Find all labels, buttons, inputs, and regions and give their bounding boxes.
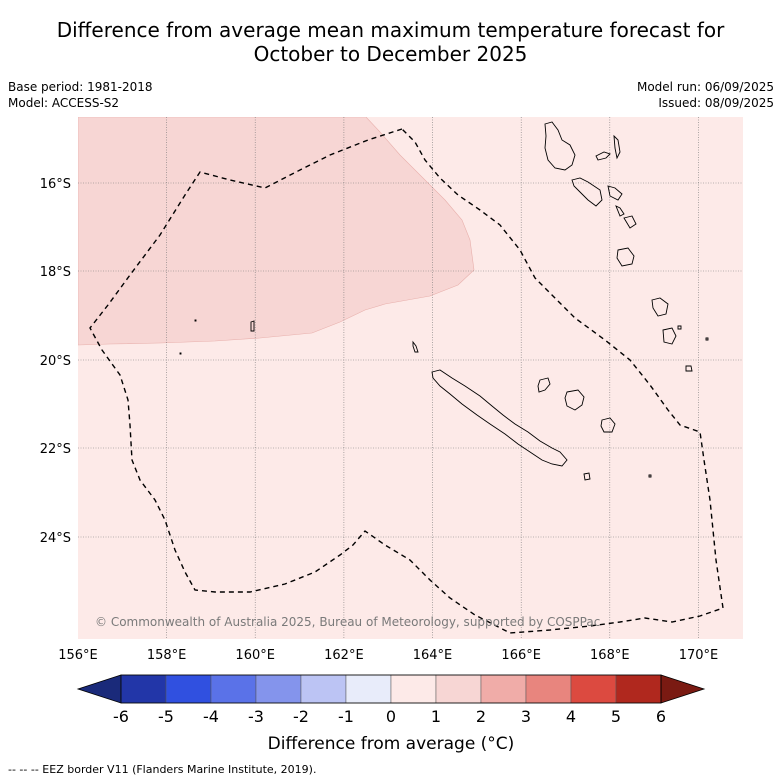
coastlines	[179, 319, 709, 481]
ambae	[595, 151, 611, 161]
anomaly-region-1-2	[78, 117, 475, 346]
aniwa	[685, 365, 693, 372]
colorbar-tick-label: -3	[248, 707, 264, 726]
lat-label-24: 24°S	[40, 531, 71, 546]
loyalty-ouvea	[537, 377, 551, 393]
chesterfield-3	[179, 352, 182, 355]
meta-left: Base period: 1981-2018 Model: ACCESS-S2	[8, 79, 153, 111]
colorbar	[76, 674, 706, 704]
colorbar-tick-label: 4	[566, 707, 576, 726]
lon-label-162: 162°E	[324, 648, 364, 663]
malekula	[571, 177, 603, 207]
lon-label-166: 166°E	[501, 648, 541, 663]
futuna-islet	[677, 325, 682, 330]
model-run: Model run: 06/09/2025	[636, 80, 774, 94]
colorbar-box	[570, 674, 617, 704]
model-name: Model: ACCESS-S2	[8, 96, 120, 110]
aneityum	[662, 327, 677, 345]
pentecost	[607, 185, 623, 201]
colorbar-box	[525, 674, 572, 704]
lat-label-18: 18°S	[40, 265, 71, 280]
hunter	[705, 337, 709, 341]
colorbar-ticks: -6 -5 -4 -3 -2 -1 0 1 2 3 4 5 6	[113, 707, 666, 726]
colorbar-box	[345, 674, 392, 704]
colorbar-tick-label: -4	[203, 707, 219, 726]
colorbar-tick-label: -5	[158, 707, 174, 726]
colorbar-outline	[120, 674, 662, 704]
title-line-2: October to December 2025	[253, 42, 528, 66]
erromango	[616, 247, 635, 267]
colorbar-tick-label: -2	[293, 707, 309, 726]
colorbar-box	[615, 674, 662, 704]
vanuatu-coastlines	[544, 121, 693, 372]
colorbar-extend-low	[76, 674, 122, 704]
lat-labels: 16°S 18°S 20°S 22°S 24°S	[40, 177, 71, 546]
espiritu-santo	[544, 121, 576, 171]
colorbar-tick-label: 5	[611, 707, 621, 726]
tanna	[651, 297, 669, 317]
footer-note: -- -- -- EEZ border V11 (Flanders Marine…	[8, 763, 317, 776]
colorbar-box	[435, 674, 482, 704]
lon-label-164: 164°E	[413, 648, 453, 663]
colorbar-box	[390, 674, 437, 704]
colorbar-box	[255, 674, 302, 704]
colorbar-tick-label: -6	[113, 707, 129, 726]
lon-label-158: 158°E	[147, 648, 187, 663]
lat-label-16: 16°S	[40, 177, 71, 192]
efate	[623, 215, 637, 229]
issued-date: Issued: 08/09/2025	[658, 96, 774, 110]
lon-label-156: 156°E	[58, 648, 98, 663]
base-period: Base period: 1981-2018	[8, 80, 153, 94]
copyright-notice: © Commonwealth of Australia 2025, Bureau…	[95, 615, 600, 629]
colorbar-tick-label: 0	[386, 707, 396, 726]
title-line-1: Difference from average mean maximum tem…	[56, 18, 725, 42]
lat-label-20: 20°S	[40, 354, 71, 369]
colorbar-tick-label: -1	[338, 707, 354, 726]
colorbar-tick-label: 1	[431, 707, 441, 726]
lon-labels: 156°E 158°E 160°E 162°E 164°E 166°E 168°…	[58, 648, 718, 663]
eez-border	[89, 128, 724, 634]
walpole	[648, 474, 652, 478]
lon-label-170: 170°E	[679, 648, 719, 663]
epi	[615, 205, 625, 217]
chart-title: Difference from average mean maximum tem…	[0, 18, 781, 66]
new-caledonia-main	[431, 369, 568, 467]
lon-label-168: 168°E	[590, 648, 630, 663]
meta-right: Model run: 06/09/2025 Issued: 08/09/2025	[637, 79, 774, 111]
maewo	[613, 134, 621, 160]
colorbar-box	[165, 674, 212, 704]
colorbar-extend-high	[660, 674, 706, 704]
colorbar-box	[120, 674, 167, 704]
colorbar-tick-label: 3	[521, 707, 531, 726]
chesterfield-2	[194, 319, 197, 322]
belep-islands	[412, 340, 419, 353]
loyalty-lifou	[564, 389, 585, 411]
isle-of-pines	[583, 472, 591, 481]
loyalty-mare	[600, 417, 616, 433]
colorbar-label: Difference from average (°C)	[268, 734, 515, 754]
colorbar-box	[300, 674, 347, 704]
colorbar-box	[480, 674, 527, 704]
chesterfield-1	[250, 320, 255, 332]
lat-label-22: 22°S	[40, 442, 71, 457]
colorbar-tick-label: 2	[476, 707, 486, 726]
colorbar-tick-label: 6	[656, 707, 666, 726]
gridlines	[78, 117, 743, 639]
colorbar-box	[210, 674, 257, 704]
lon-label-160: 160°E	[235, 648, 275, 663]
